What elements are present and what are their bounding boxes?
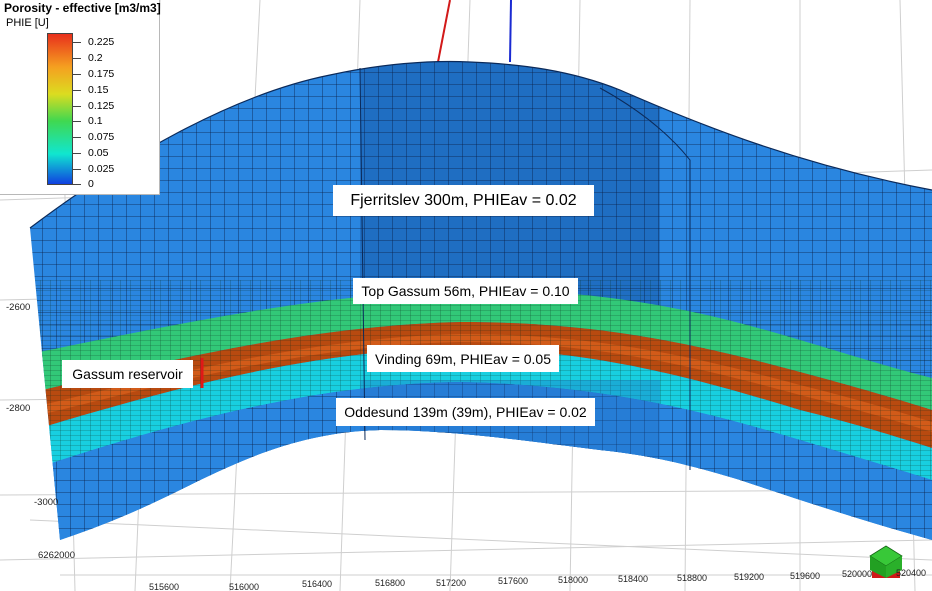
easting-label: 516400 — [302, 579, 333, 589]
tick-mark — [73, 153, 81, 154]
easting-label: 516000 — [229, 582, 260, 591]
tick-label: 0.125 — [88, 100, 115, 112]
axis-red-line — [437, 0, 451, 63]
easting-label: 518800 — [677, 573, 708, 583]
tick-mark — [73, 137, 81, 138]
tick-label: 0.05 — [88, 147, 109, 159]
tick-label: 0.025 — [88, 163, 115, 175]
easting-label: 515600 — [149, 582, 180, 591]
easting-label: 518400 — [618, 574, 649, 584]
navigation-cube[interactable] — [869, 545, 903, 578]
legend-panel: Porosity - effective [m3/m3] PHIE [U] 0.… — [0, 0, 161, 195]
easting-label: 517200 — [436, 578, 467, 588]
legend-property: PHIE [U] — [6, 17, 49, 29]
tick-label: 0.2 — [88, 52, 103, 64]
easting-label: 520000 — [842, 569, 873, 579]
tick-label: 0.15 — [88, 84, 109, 96]
tick-label: 0.225 — [88, 36, 115, 48]
tick-label: 0.1 — [88, 115, 103, 127]
tick-mark — [73, 169, 81, 170]
tick-mark — [73, 121, 81, 122]
easting-label: 518000 — [558, 575, 589, 585]
tick-mark — [73, 58, 81, 59]
depth-label: -3000 — [34, 497, 59, 508]
tick-mark — [73, 90, 81, 91]
tick-mark — [73, 184, 81, 185]
fjerritslev-annotation: Fjerritslev 300m, PHIEav = 0.02 — [333, 185, 594, 216]
top-gassum-annotation: Top Gassum 56m, PHIEav = 0.10 — [353, 278, 578, 304]
easting-label: 520400 — [896, 568, 927, 578]
tick-label: 0.075 — [88, 131, 115, 143]
tick-mark — [73, 106, 81, 107]
axis-blue-line — [509, 0, 512, 63]
easting-label: 517600 — [498, 576, 529, 586]
colorbar — [47, 33, 73, 185]
gassum-reservoir-annotation: Gassum reservoir — [62, 360, 193, 388]
depth-label: -2600 — [6, 302, 31, 313]
legend-title: Porosity - effective [m3/m3] — [4, 1, 161, 15]
tick-label: 0.175 — [88, 68, 115, 80]
model-ridge — [599, 87, 691, 470]
vinding-annotation: Vinding 69m, PHIEav = 0.05 — [367, 345, 559, 372]
depth-label: -2800 — [6, 403, 31, 414]
easting-label: 519600 — [790, 571, 821, 581]
tick-mark — [73, 74, 81, 75]
model-outline — [29, 60, 932, 229]
tick-label: 0 — [88, 178, 94, 190]
northing-label: 6262000 — [38, 550, 75, 561]
oddesund-annotation: Oddesund 139m (39m), PHIEav = 0.02 — [336, 398, 595, 426]
tick-mark — [73, 42, 81, 43]
easting-label: 519200 — [734, 572, 765, 582]
easting-label: 516800 — [375, 578, 406, 588]
